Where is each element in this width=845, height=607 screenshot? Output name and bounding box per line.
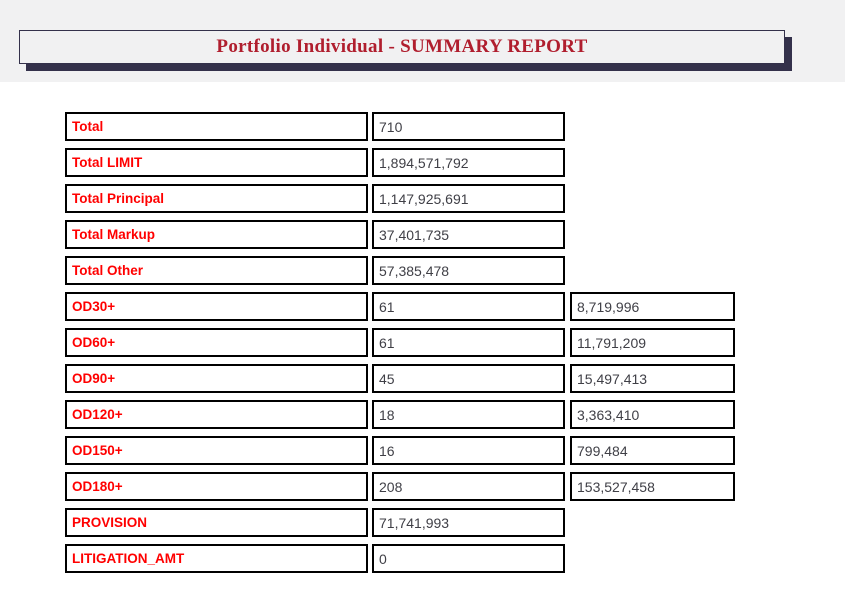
row-label-box: OD90+ bbox=[65, 364, 368, 393]
row-label: OD150+ bbox=[72, 443, 123, 458]
table-row: LITIGATION_AMT 0 bbox=[65, 544, 785, 573]
table-row: Total Other 57,385,478 bbox=[65, 256, 785, 285]
row-value: 208 bbox=[379, 478, 403, 495]
row-amount-box: 15,497,413 bbox=[570, 364, 735, 393]
row-value: 710 bbox=[379, 118, 403, 135]
row-value: 16 bbox=[379, 442, 395, 459]
table-row: OD60+ 61 11,791,209 bbox=[65, 328, 785, 357]
row-value: 18 bbox=[379, 406, 395, 423]
row-label-box: OD120+ bbox=[65, 400, 368, 429]
table-row: Total Markup 37,401,735 bbox=[65, 220, 785, 249]
row-label-box: OD150+ bbox=[65, 436, 368, 465]
row-amount-box: 799,484 bbox=[570, 436, 735, 465]
row-value: 61 bbox=[379, 298, 395, 315]
row-value-box: 45 bbox=[372, 364, 565, 393]
row-amount: 3,363,410 bbox=[577, 406, 640, 423]
row-label: OD90+ bbox=[72, 371, 116, 386]
row-label: PROVISION bbox=[72, 515, 148, 530]
row-value: 37,401,735 bbox=[379, 226, 450, 243]
row-value-box: 18 bbox=[372, 400, 565, 429]
row-label-box: Total Markup bbox=[65, 220, 368, 249]
row-value-box: 37,401,735 bbox=[372, 220, 565, 249]
row-amount-box: 8,719,996 bbox=[570, 292, 735, 321]
table-row: OD90+ 45 15,497,413 bbox=[65, 364, 785, 393]
row-label-box: PROVISION bbox=[65, 508, 368, 537]
row-amount: 799,484 bbox=[577, 442, 628, 459]
row-value: 0 bbox=[379, 550, 387, 567]
row-value: 45 bbox=[379, 370, 395, 387]
row-value: 57,385,478 bbox=[379, 262, 450, 279]
table-row: Total 710 bbox=[65, 112, 785, 141]
summary-rows: Total 710 Total LIMIT 1,894,571,792 Tota… bbox=[65, 112, 785, 580]
row-label: OD120+ bbox=[72, 407, 123, 422]
report-title-box: Portfolio Individual - SUMMARY REPORT bbox=[19, 30, 785, 64]
row-amount-box: 11,791,209 bbox=[570, 328, 735, 357]
row-label: Total bbox=[72, 119, 104, 134]
row-value-box: 208 bbox=[372, 472, 565, 501]
row-label-box: Total Principal bbox=[65, 184, 368, 213]
row-label: Total Markup bbox=[72, 227, 156, 242]
row-value-box: 1,894,571,792 bbox=[372, 148, 565, 177]
row-value-box: 71,741,993 bbox=[372, 508, 565, 537]
row-value-box: 61 bbox=[372, 328, 565, 357]
row-label-box: Total Other bbox=[65, 256, 368, 285]
row-amount: 15,497,413 bbox=[577, 370, 648, 387]
table-row: PROVISION 71,741,993 bbox=[65, 508, 785, 537]
row-label-box: Total bbox=[65, 112, 368, 141]
row-amount: 8,719,996 bbox=[577, 298, 640, 315]
row-value-box: 16 bbox=[372, 436, 565, 465]
row-value-box: 61 bbox=[372, 292, 565, 321]
table-row: OD180+ 208 153,527,458 bbox=[65, 472, 785, 501]
row-label-box: Total LIMIT bbox=[65, 148, 368, 177]
row-amount: 11,791,209 bbox=[577, 334, 647, 351]
row-label: Total Other bbox=[72, 263, 144, 278]
page-title: Portfolio Individual - SUMMARY REPORT bbox=[216, 36, 588, 57]
row-value: 71,741,993 bbox=[379, 514, 450, 531]
row-label-box: LITIGATION_AMT bbox=[65, 544, 368, 573]
table-row: OD30+ 61 8,719,996 bbox=[65, 292, 785, 321]
row-value-box: 710 bbox=[372, 112, 565, 141]
row-amount-box: 153,527,458 bbox=[570, 472, 735, 501]
row-value: 1,894,571,792 bbox=[379, 154, 469, 171]
row-value: 61 bbox=[379, 334, 395, 351]
row-label: OD180+ bbox=[72, 479, 123, 494]
row-label-box: OD30+ bbox=[65, 292, 368, 321]
row-amount: 153,527,458 bbox=[577, 478, 655, 495]
row-label: Total LIMIT bbox=[72, 155, 143, 170]
row-value-box: 0 bbox=[372, 544, 565, 573]
row-label: LITIGATION_AMT bbox=[72, 551, 185, 566]
row-label-box: OD60+ bbox=[65, 328, 368, 357]
row-label: OD30+ bbox=[72, 299, 116, 314]
row-value: 1,147,925,691 bbox=[379, 190, 469, 207]
table-row: Total Principal 1,147,925,691 bbox=[65, 184, 785, 213]
row-label: Total Principal bbox=[72, 191, 165, 206]
row-value-box: 1,147,925,691 bbox=[372, 184, 565, 213]
table-row: Total LIMIT 1,894,571,792 bbox=[65, 148, 785, 177]
row-value-box: 57,385,478 bbox=[372, 256, 565, 285]
row-label: OD60+ bbox=[72, 335, 116, 350]
table-row: OD150+ 16 799,484 bbox=[65, 436, 785, 465]
row-amount-box: 3,363,410 bbox=[570, 400, 735, 429]
table-row: OD120+ 18 3,363,410 bbox=[65, 400, 785, 429]
row-label-box: OD180+ bbox=[65, 472, 368, 501]
